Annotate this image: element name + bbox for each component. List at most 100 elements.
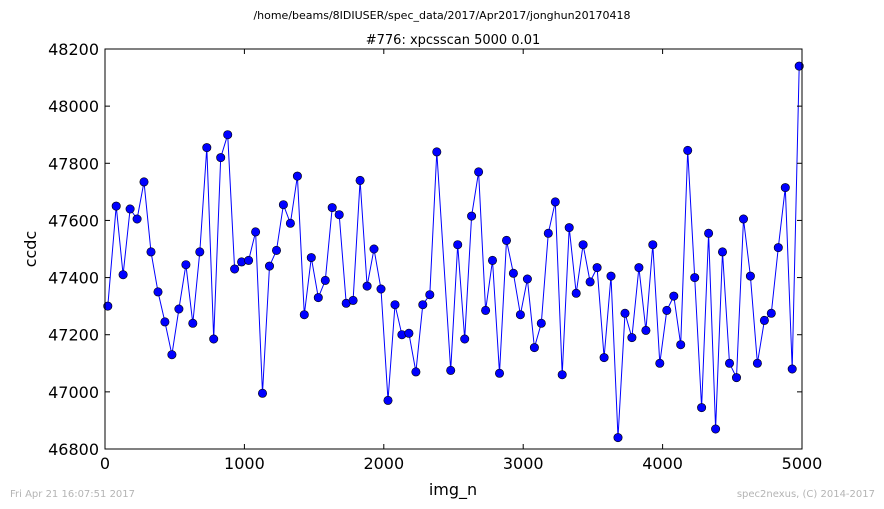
data-point: [697, 403, 707, 413]
data-point: [146, 247, 156, 257]
data-point: [271, 245, 281, 255]
data-point: [362, 281, 372, 291]
x-tick-label: 3000: [503, 454, 544, 473]
data-point: [669, 291, 679, 301]
data-point: [787, 364, 797, 374]
series-line: [107, 66, 800, 438]
data-point: [550, 197, 560, 207]
data-point: [487, 255, 497, 265]
data-point: [278, 200, 288, 210]
y-tick-label: 47000: [48, 383, 99, 402]
data-point: [103, 301, 113, 311]
data-point: [348, 295, 358, 305]
data-point: [676, 340, 686, 350]
data-point: [355, 175, 365, 185]
y-tick-label: 48200: [48, 40, 99, 59]
data-point: [251, 227, 261, 237]
y-axis-label: ccdc: [21, 231, 40, 268]
data-point: [794, 61, 804, 71]
data-point: [202, 143, 212, 153]
data-point: [655, 358, 665, 368]
data-series: [103, 61, 804, 443]
data-point: [181, 260, 191, 270]
data-point: [683, 145, 693, 155]
data-point: [453, 240, 463, 250]
data-point: [390, 300, 400, 310]
data-point: [711, 424, 721, 434]
data-point: [125, 204, 135, 214]
data-point: [766, 308, 776, 318]
x-tick-label: 5000: [782, 454, 823, 473]
data-point: [209, 334, 219, 344]
data-point: [620, 308, 630, 318]
y-tick-label: 47400: [48, 269, 99, 288]
data-point: [132, 214, 142, 224]
data-point: [578, 240, 588, 250]
data-point: [592, 263, 602, 273]
data-point: [752, 358, 762, 368]
x-tick-label: 0: [100, 454, 110, 473]
data-point: [494, 368, 504, 378]
data-point: [780, 183, 790, 193]
data-point: [160, 317, 170, 327]
footer-timestamp: Fri Apr 21 16:07:51 2017: [10, 489, 136, 500]
data-point: [320, 275, 330, 285]
data-point: [174, 304, 184, 314]
data-point: [599, 353, 609, 363]
data-point: [313, 293, 323, 303]
y-tick-label: 48000: [48, 97, 99, 116]
data-point: [411, 367, 421, 377]
data-point: [508, 268, 518, 278]
y-tick-label: 47200: [48, 326, 99, 345]
data-point: [717, 247, 727, 257]
x-axis-label: img_n: [429, 480, 477, 500]
data-point: [557, 370, 567, 380]
data-point: [474, 167, 484, 177]
data-point: [724, 358, 734, 368]
data-point: [285, 218, 295, 228]
data-point: [738, 214, 748, 224]
data-point: [690, 273, 700, 283]
x-tick-label: 4000: [642, 454, 683, 473]
data-point: [606, 271, 616, 281]
data-point: [376, 284, 386, 294]
y-tick-label: 47600: [48, 211, 99, 230]
data-point: [369, 244, 379, 254]
plot-frame: [104, 48, 803, 450]
data-point: [244, 255, 254, 265]
data-point: [773, 243, 783, 253]
data-point: [327, 203, 337, 213]
data-point: [613, 433, 623, 443]
data-point: [634, 263, 644, 273]
data-point: [292, 171, 302, 181]
data-point: [662, 305, 672, 315]
data-point: [745, 271, 755, 281]
data-point: [522, 274, 532, 284]
data-point: [648, 240, 658, 250]
data-point: [501, 235, 511, 245]
data-point: [153, 287, 163, 297]
data-point: [167, 350, 177, 360]
data-point: [536, 318, 546, 328]
data-point: [139, 177, 149, 187]
data-point: [404, 328, 414, 338]
data-point: [334, 210, 344, 220]
data-point: [418, 300, 428, 310]
data-point: [571, 288, 581, 298]
data-point: [306, 253, 316, 263]
data-point: [118, 270, 128, 280]
data-point: [264, 261, 274, 271]
data-point: [564, 223, 574, 233]
data-point: [585, 277, 595, 287]
data-point: [731, 373, 741, 383]
data-point: [223, 130, 233, 140]
data-point: [446, 365, 456, 375]
data-point: [627, 333, 637, 343]
data-point: [529, 343, 539, 353]
data-point: [425, 290, 435, 300]
data-point: [704, 228, 714, 238]
footer-credit: spec2nexus, (C) 2014-2017: [736, 489, 875, 500]
data-point: [515, 310, 525, 320]
data-point: [641, 325, 651, 335]
